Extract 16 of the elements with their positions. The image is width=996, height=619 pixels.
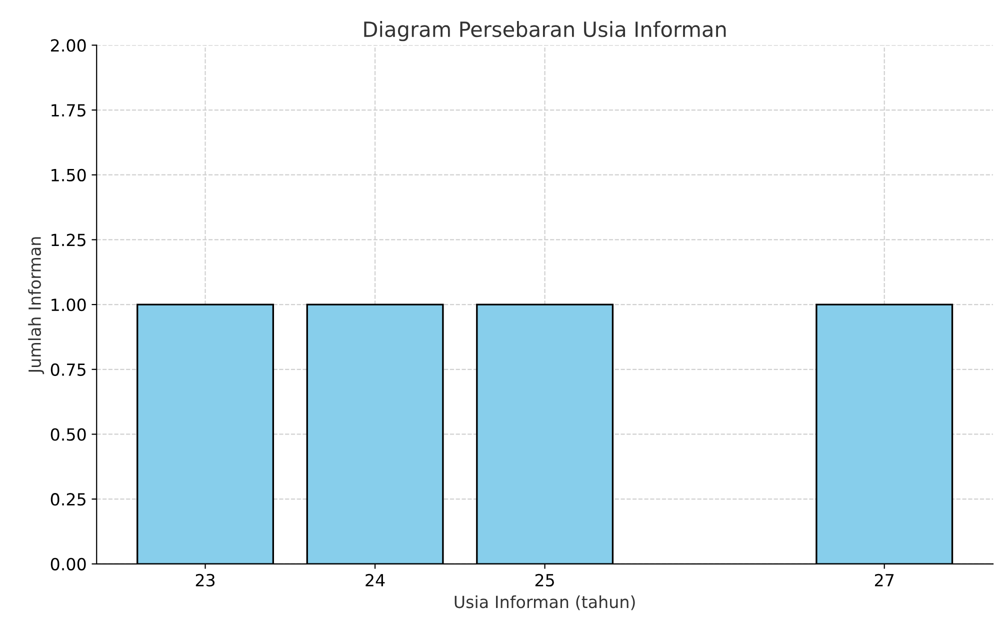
y-tick-label: 0.50 — [50, 428, 86, 441]
x-tick-label: 25 — [535, 574, 554, 587]
y-tick-label: 2.00 — [51, 39, 86, 52]
y-tick-label: 0.75 — [50, 363, 86, 376]
y-axis-title: Jumlah Informan — [28, 237, 44, 374]
x-tick-label: 23 — [196, 574, 215, 587]
y-tick-label: 1.00 — [52, 298, 86, 312]
x-axis-title: Usia Informan (tahun) — [454, 595, 635, 610]
y-tick-label: 1.50 — [52, 168, 86, 182]
y-tick-label: 0.00 — [50, 558, 86, 570]
y-tick-label: 1.75 — [52, 104, 86, 117]
y-tick-label: 0.25 — [50, 493, 86, 506]
x-tick-label: 24 — [366, 574, 385, 586]
y-tick-label: 1.25 — [52, 234, 86, 246]
x-tick-label: 27 — [874, 574, 894, 586]
chart-title: Diagram Persebaran Usia Informan — [364, 21, 726, 42]
